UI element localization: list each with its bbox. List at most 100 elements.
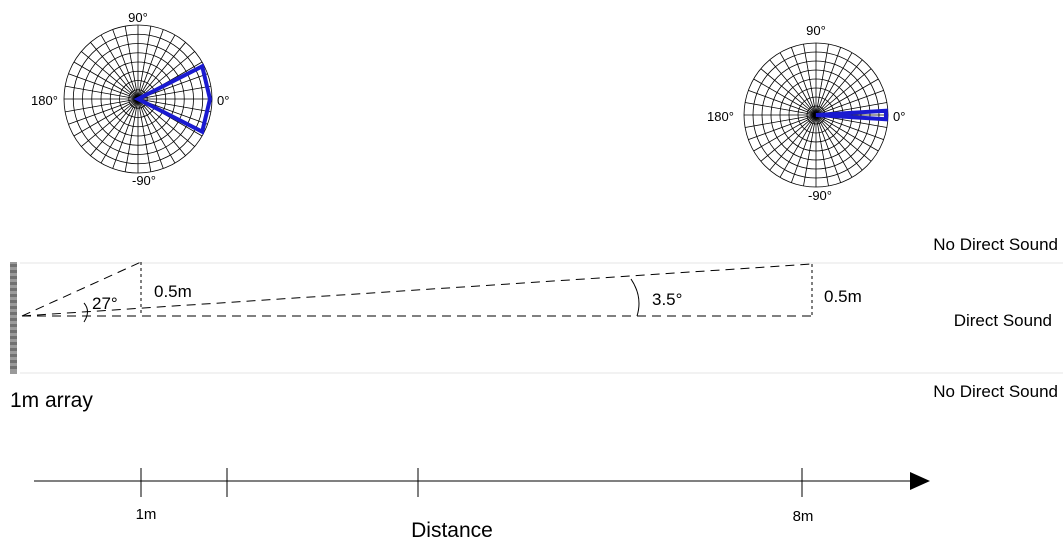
array-element <box>10 270 17 273</box>
array-element <box>10 342 17 345</box>
polar-spoke <box>137 98 176 164</box>
polar-spoke <box>803 44 817 116</box>
polar-spoke <box>90 98 139 156</box>
array-element <box>10 264 17 267</box>
polar-spoke <box>137 51 195 100</box>
polar-spoke <box>137 34 176 100</box>
polar-far-label-minus90: -90° <box>808 188 832 203</box>
polar-spoke <box>100 98 139 164</box>
height-label-far: 0.5m <box>824 287 862 306</box>
polar-spoke <box>815 114 863 171</box>
array-element <box>10 324 17 327</box>
angle-arc-far <box>630 278 640 317</box>
geometry-lines <box>21 261 813 317</box>
axis-tick-label-8m: 8m <box>793 508 814 525</box>
polar-spoke <box>137 98 152 172</box>
polar-spoke <box>745 114 817 128</box>
polar-spoke <box>815 114 879 152</box>
polar-spoke <box>68 98 139 125</box>
polar-spoke <box>73 61 139 100</box>
polar-near-label-180: 180° <box>31 93 58 108</box>
polar-spoke <box>137 98 164 169</box>
array-element <box>10 336 17 339</box>
polar-spoke <box>815 68 872 116</box>
array-element <box>10 306 17 309</box>
polar-spoke <box>779 114 817 178</box>
array-element <box>10 360 17 363</box>
polar-spoke <box>137 85 211 100</box>
array-element <box>10 366 17 369</box>
polar-near-label-minus90: -90° <box>132 173 156 188</box>
polar-near-label-90: 90° <box>128 10 148 25</box>
polar-far-label-0: 0° <box>893 109 905 124</box>
polar-spoke <box>790 47 817 116</box>
angle-label-far: 3.5° <box>652 290 682 309</box>
polar-spoke <box>760 114 817 162</box>
polar-far-label-180: 180° <box>707 109 734 124</box>
polar-spoke <box>769 59 817 116</box>
polar-spoke <box>81 98 139 147</box>
polar-spoke <box>137 98 195 147</box>
polar-spoke <box>815 44 829 116</box>
polar-spoke <box>124 98 139 172</box>
array-element <box>10 354 17 357</box>
zone-label-top: No Direct Sound <box>933 235 1058 254</box>
zone-label-bottom: No Direct Sound <box>933 382 1058 401</box>
array-element <box>10 282 17 285</box>
polar-near-label-0: 0° <box>217 93 229 108</box>
axis-label: Distance <box>411 519 493 541</box>
ray-near-upper <box>21 261 142 317</box>
polar-far-label-90: 90° <box>806 23 826 38</box>
angle-arc-near <box>83 302 88 323</box>
polar-spoke <box>815 59 863 116</box>
array-element <box>10 300 17 303</box>
angle-label-near: 27° <box>92 294 118 313</box>
polar-spoke <box>769 114 817 171</box>
polar-spoke <box>815 114 872 162</box>
array-element <box>10 330 17 333</box>
line-array <box>10 262 17 374</box>
polar-spoke <box>815 89 884 116</box>
polar-spoke <box>137 29 164 100</box>
array-element <box>10 348 17 351</box>
axis-arrowhead <box>910 472 930 490</box>
zone-label-middle: Direct Sound <box>954 311 1052 330</box>
polar-spoke <box>753 78 817 116</box>
array-label: 1m array <box>10 389 93 412</box>
polar-spoke <box>73 98 139 137</box>
polar-spoke <box>815 114 853 178</box>
polar-spoke <box>112 29 139 100</box>
polar-spoke <box>137 98 186 156</box>
polar-spoke <box>124 26 139 100</box>
polar-spoke <box>815 114 829 186</box>
polar-spoke <box>815 52 853 116</box>
polar-spoke <box>815 78 879 116</box>
array-element <box>10 276 17 279</box>
polar-spoke <box>815 114 884 141</box>
polar-beam-far <box>815 108 889 122</box>
polar-spoke <box>65 85 139 100</box>
polar-spoke <box>790 114 817 183</box>
polar-plot-near: 90° 180° 0° -90° <box>31 10 229 188</box>
polar-spoke <box>90 42 139 100</box>
polar-spoke <box>760 68 817 116</box>
array-element <box>10 288 17 291</box>
polar-spoke <box>65 98 139 113</box>
polar-beam-near <box>133 63 213 135</box>
polar-spoke <box>137 42 186 100</box>
distance-axis <box>34 468 930 497</box>
polar-spoke <box>753 114 817 152</box>
polar-spoke <box>748 114 817 141</box>
polar-spoke <box>68 73 139 100</box>
polar-spoke <box>745 102 817 116</box>
axis-tick-label-1m: 1m <box>136 506 157 523</box>
polar-spoke <box>112 98 139 169</box>
ray-far-upper <box>21 263 813 317</box>
polar-spoke <box>100 34 139 100</box>
polar-plot-far: 90° 180° 0° -90° <box>707 23 905 203</box>
polar-spoke <box>81 51 139 100</box>
array-element <box>10 294 17 297</box>
polar-spoke <box>803 114 817 186</box>
polar-spoke <box>137 98 211 113</box>
